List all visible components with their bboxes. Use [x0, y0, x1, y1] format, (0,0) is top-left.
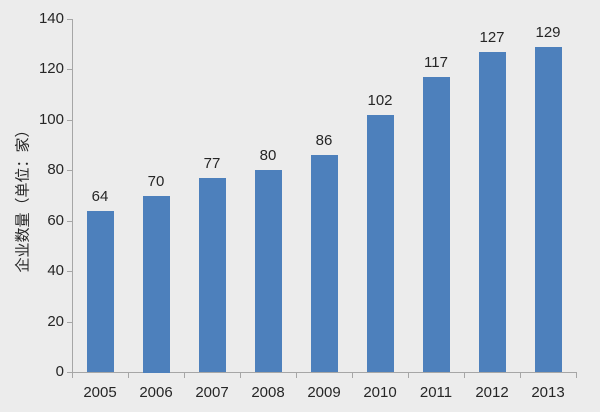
- x-tick-mark: [352, 373, 353, 378]
- bar-value-label: 102: [367, 92, 393, 109]
- x-tick-label: 2009: [307, 384, 341, 401]
- y-tick-label: 80: [47, 161, 64, 178]
- y-tick-mark: [67, 120, 72, 121]
- bar-value-label: 117: [424, 54, 448, 71]
- x-tick-label: 2010: [363, 384, 397, 401]
- x-tick-label: 2008: [251, 384, 285, 401]
- bar-value-label: 86: [315, 132, 333, 149]
- bar: [199, 178, 226, 372]
- y-axis-line: [72, 19, 73, 373]
- bar-value-label: 77: [203, 155, 221, 172]
- y-tick-label: 0: [55, 363, 64, 380]
- y-tick-mark: [67, 19, 72, 20]
- x-tick-mark: [128, 373, 129, 378]
- y-tick-label: 20: [47, 313, 64, 330]
- bar-value-label: 64: [91, 188, 109, 205]
- bar: [423, 77, 450, 372]
- y-tick-label: 120: [38, 60, 64, 77]
- x-tick-mark: [72, 373, 73, 378]
- y-tick-label: 100: [38, 111, 64, 128]
- x-tick-label: 2013: [531, 384, 565, 401]
- y-tick-mark: [67, 322, 72, 323]
- x-tick-label: 2007: [195, 384, 229, 401]
- y-tick-mark: [67, 221, 72, 222]
- x-tick-label: 2006: [139, 384, 173, 401]
- y-tick-label: 40: [47, 262, 64, 279]
- bar-value-label: 127: [479, 29, 505, 46]
- x-tick-mark: [464, 373, 465, 378]
- x-tick-label: 2005: [83, 384, 117, 401]
- x-tick-mark: [184, 373, 185, 378]
- bar: [479, 52, 506, 372]
- bar: [311, 155, 338, 372]
- y-tick-mark: [67, 271, 72, 272]
- bar-value-label: 70: [147, 173, 165, 190]
- bar-value-label: 80: [259, 147, 277, 164]
- y-tick-mark: [67, 372, 72, 373]
- y-tick-mark: [67, 170, 72, 171]
- bar: [255, 170, 282, 372]
- x-tick-label: 2011: [419, 384, 453, 401]
- y-tick-mark: [67, 69, 72, 70]
- y-tick-label: 140: [38, 10, 64, 27]
- x-tick-mark: [296, 373, 297, 378]
- bar: [87, 211, 114, 372]
- bar: [535, 47, 562, 372]
- bar-value-label: 129: [535, 24, 561, 41]
- bar: [367, 115, 394, 372]
- x-tick-mark: [240, 373, 241, 378]
- x-tick-mark: [520, 373, 521, 378]
- x-tick-label: 2012: [475, 384, 509, 401]
- y-tick-label: 60: [47, 212, 64, 229]
- bar: [143, 196, 170, 373]
- x-tick-mark: [408, 373, 409, 378]
- x-tick-mark: [576, 373, 577, 378]
- x-axis-line: [72, 372, 577, 373]
